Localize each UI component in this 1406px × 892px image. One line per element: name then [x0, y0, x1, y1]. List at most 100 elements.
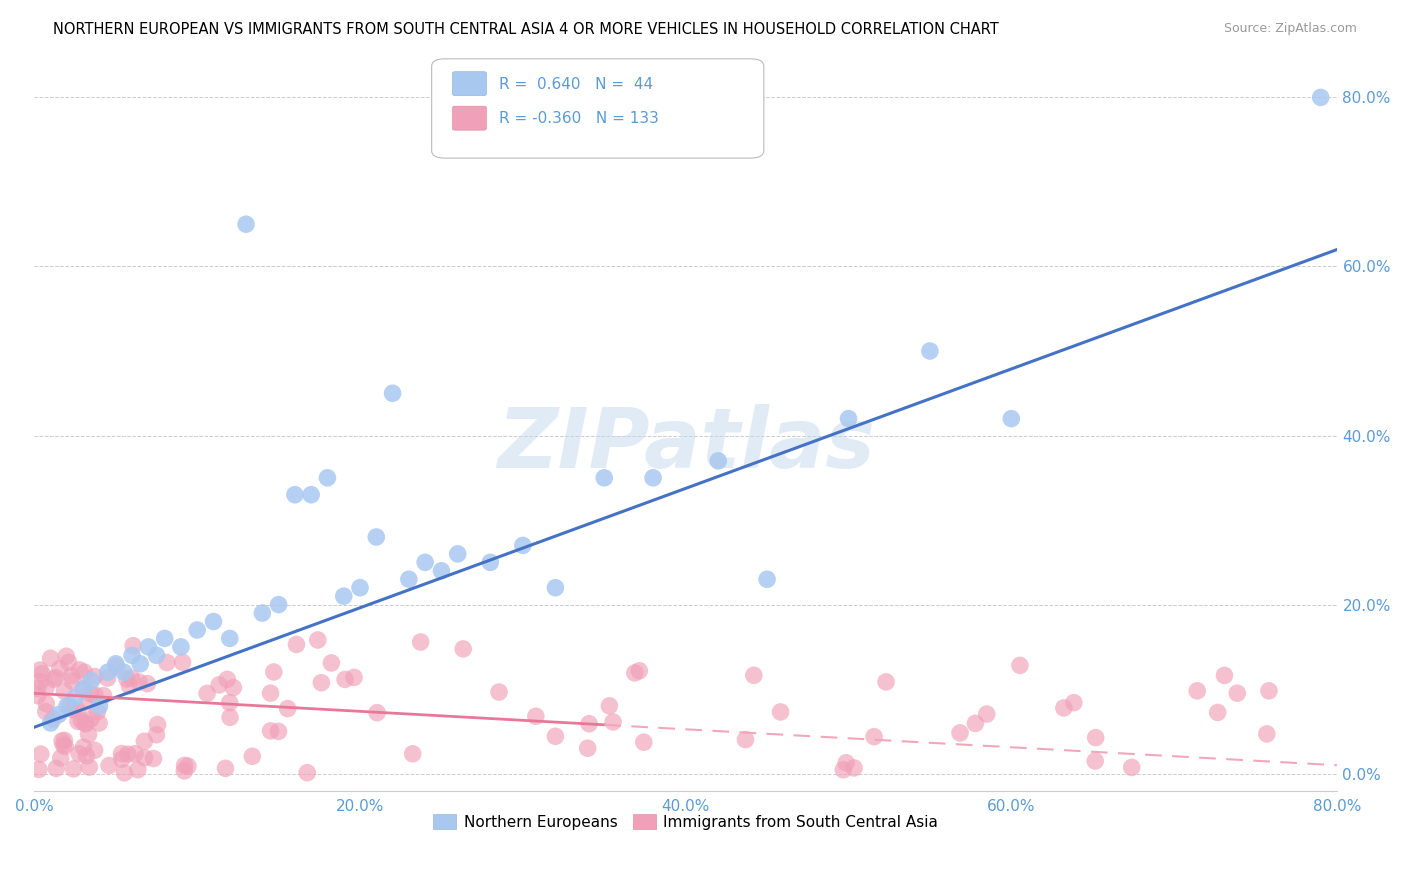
Point — [479, 555, 502, 569]
Point — [965, 716, 987, 731]
Point — [598, 698, 620, 713]
Point — [173, 764, 195, 778]
Point — [524, 709, 547, 723]
Point — [134, 734, 156, 748]
Point — [124, 747, 146, 761]
Point — [277, 701, 299, 715]
Point — [263, 665, 285, 679]
Point — [39, 715, 62, 730]
Point — [31, 666, 53, 681]
Point — [430, 564, 453, 578]
Point — [769, 705, 792, 719]
Point — [623, 665, 645, 680]
Point — [267, 724, 290, 739]
Point — [366, 706, 388, 720]
Text: R =  0.640   N =  44: R = 0.640 N = 44 — [499, 77, 654, 92]
Text: ZIPatlas: ZIPatlas — [496, 404, 875, 485]
Point — [707, 454, 730, 468]
Point — [75, 749, 97, 764]
Point — [89, 699, 111, 714]
Point — [349, 581, 371, 595]
Point — [35, 705, 58, 719]
Point — [837, 411, 859, 425]
Point — [142, 751, 165, 765]
Point — [145, 648, 167, 663]
Point — [51, 734, 73, 748]
Point — [235, 217, 257, 231]
Point — [30, 747, 52, 761]
Point — [835, 756, 858, 770]
Point — [117, 747, 139, 761]
Point — [28, 763, 51, 777]
Point — [285, 637, 308, 651]
Point — [976, 707, 998, 722]
Point — [105, 659, 128, 673]
Point — [299, 488, 322, 502]
Point — [259, 686, 281, 700]
Point — [128, 675, 150, 690]
Point — [413, 555, 436, 569]
Point — [333, 673, 356, 687]
Point — [48, 707, 70, 722]
Point — [259, 723, 281, 738]
Point — [208, 678, 231, 692]
Point — [311, 675, 333, 690]
Point — [742, 668, 765, 682]
Point — [60, 674, 83, 689]
Point — [284, 488, 307, 502]
Point — [83, 669, 105, 683]
Point — [488, 685, 510, 699]
Point — [73, 716, 96, 731]
Point — [120, 671, 142, 685]
Point — [122, 639, 145, 653]
Point — [67, 747, 90, 761]
Point — [49, 662, 72, 676]
Point — [96, 671, 118, 685]
Point — [27, 689, 49, 703]
Point — [145, 728, 167, 742]
FancyBboxPatch shape — [453, 71, 486, 95]
Point — [321, 656, 343, 670]
Point — [110, 747, 132, 761]
Point — [35, 681, 58, 695]
Point — [218, 696, 240, 710]
Point — [734, 732, 756, 747]
Point — [53, 739, 76, 754]
Point — [87, 716, 110, 731]
Point — [45, 671, 67, 685]
Point — [1084, 731, 1107, 745]
Point — [875, 674, 897, 689]
Point — [267, 598, 290, 612]
Point — [136, 676, 159, 690]
Point — [63, 690, 86, 705]
Point — [86, 705, 108, 719]
Point — [628, 664, 651, 678]
Point — [75, 717, 97, 731]
Point — [62, 762, 84, 776]
Point — [366, 530, 388, 544]
Point — [949, 726, 972, 740]
Point — [1084, 754, 1107, 768]
Point — [1000, 411, 1022, 425]
Point — [307, 632, 329, 647]
Point — [80, 687, 103, 701]
FancyBboxPatch shape — [432, 59, 763, 158]
Point — [77, 727, 100, 741]
Legend: Northern Europeans, Immigrants from South Central Asia: Northern Europeans, Immigrants from Sout… — [427, 807, 945, 836]
Point — [918, 344, 941, 359]
Point — [72, 740, 94, 755]
Point — [93, 689, 115, 703]
Point — [72, 681, 94, 696]
Point — [97, 665, 120, 680]
Point — [111, 752, 134, 766]
Point — [59, 698, 82, 713]
Point — [80, 673, 103, 688]
Point — [28, 663, 51, 677]
Point — [83, 743, 105, 757]
Point — [53, 733, 76, 747]
Point — [195, 686, 218, 700]
Point — [52, 738, 75, 752]
Point — [214, 761, 236, 775]
Point — [332, 589, 354, 603]
Point — [79, 760, 101, 774]
